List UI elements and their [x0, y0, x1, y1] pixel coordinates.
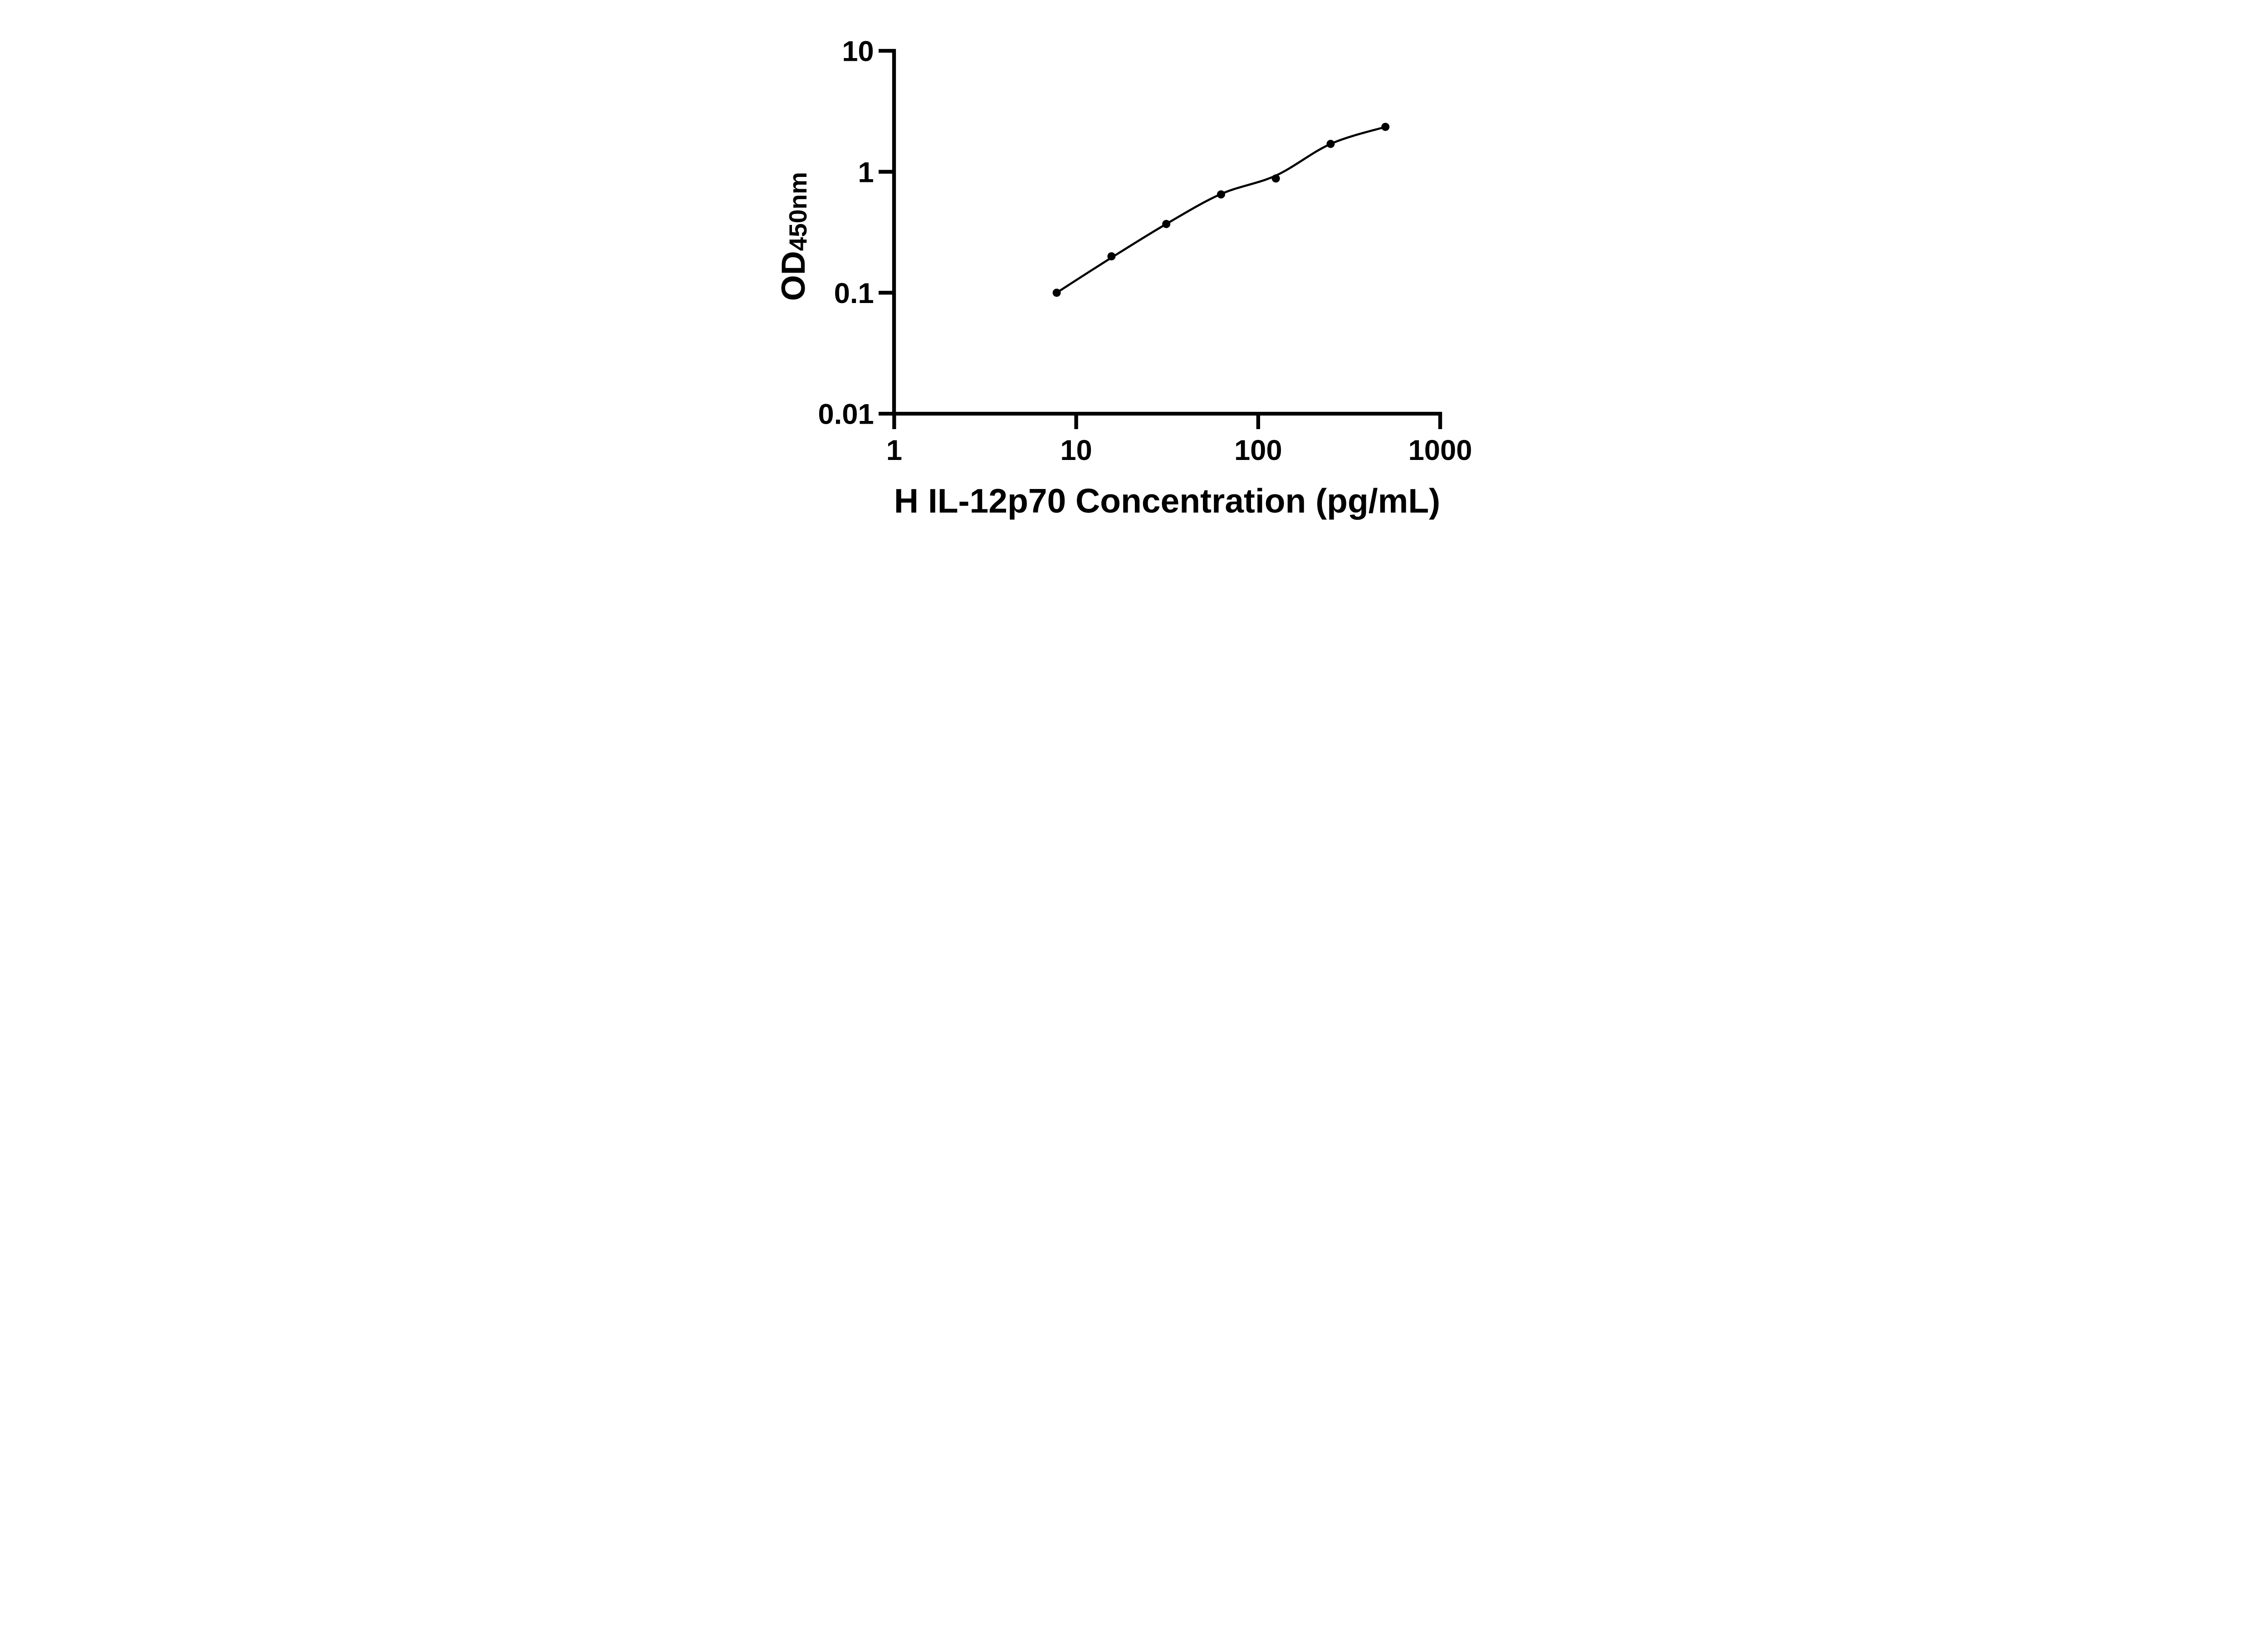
data-point — [1052, 288, 1061, 297]
y-tick-labels: 10 1 0.1 0.01 — [818, 36, 874, 430]
standard-curve-chart: 10 1 0.1 0.01 OD450nm 1 10 100 1000 H IL-12p70… — [746, 0, 1522, 544]
y-axis: 10 1 0.1 0.01 OD450nm — [775, 36, 896, 430]
x-tick-labels: 1 10 100 1000 — [886, 435, 1472, 466]
y-tick-label: 0.1 — [834, 278, 874, 309]
y-ticks — [879, 49, 892, 416]
x-tick-label: 10 — [1060, 435, 1092, 466]
y-tick-label: 1 — [858, 156, 874, 188]
y-tick-label: 10 — [842, 36, 874, 68]
y-tick-label: 0.01 — [818, 399, 874, 430]
x-axis: 1 10 100 1000 H IL-12p70 Concentration (pg/… — [886, 411, 1472, 520]
y-axis-title-subscript: 450nm — [784, 172, 812, 251]
data-point — [1271, 174, 1280, 183]
data-point — [1381, 122, 1390, 131]
data-point — [1162, 220, 1171, 228]
x-tick-label: 100 — [1234, 435, 1282, 466]
data-point — [1326, 140, 1335, 148]
elisa-standard-curve-figure: 10 1 0.1 0.01 OD450nm 1 10 100 1000 H IL-12p70… — [746, 0, 1522, 544]
x-tick-label: 1000 — [1408, 435, 1472, 466]
data-point — [1217, 190, 1225, 199]
x-ticks — [892, 414, 1442, 429]
x-axis-title: H IL-12p70 Concentration (pg/mL) — [894, 482, 1440, 520]
data-points — [1052, 122, 1390, 297]
y-axis-title: OD450nm — [775, 172, 812, 301]
chart-background — [746, 0, 1522, 544]
data-point — [1107, 252, 1116, 261]
x-tick-label: 1 — [886, 435, 902, 466]
y-axis-title-main: OD — [775, 251, 812, 301]
